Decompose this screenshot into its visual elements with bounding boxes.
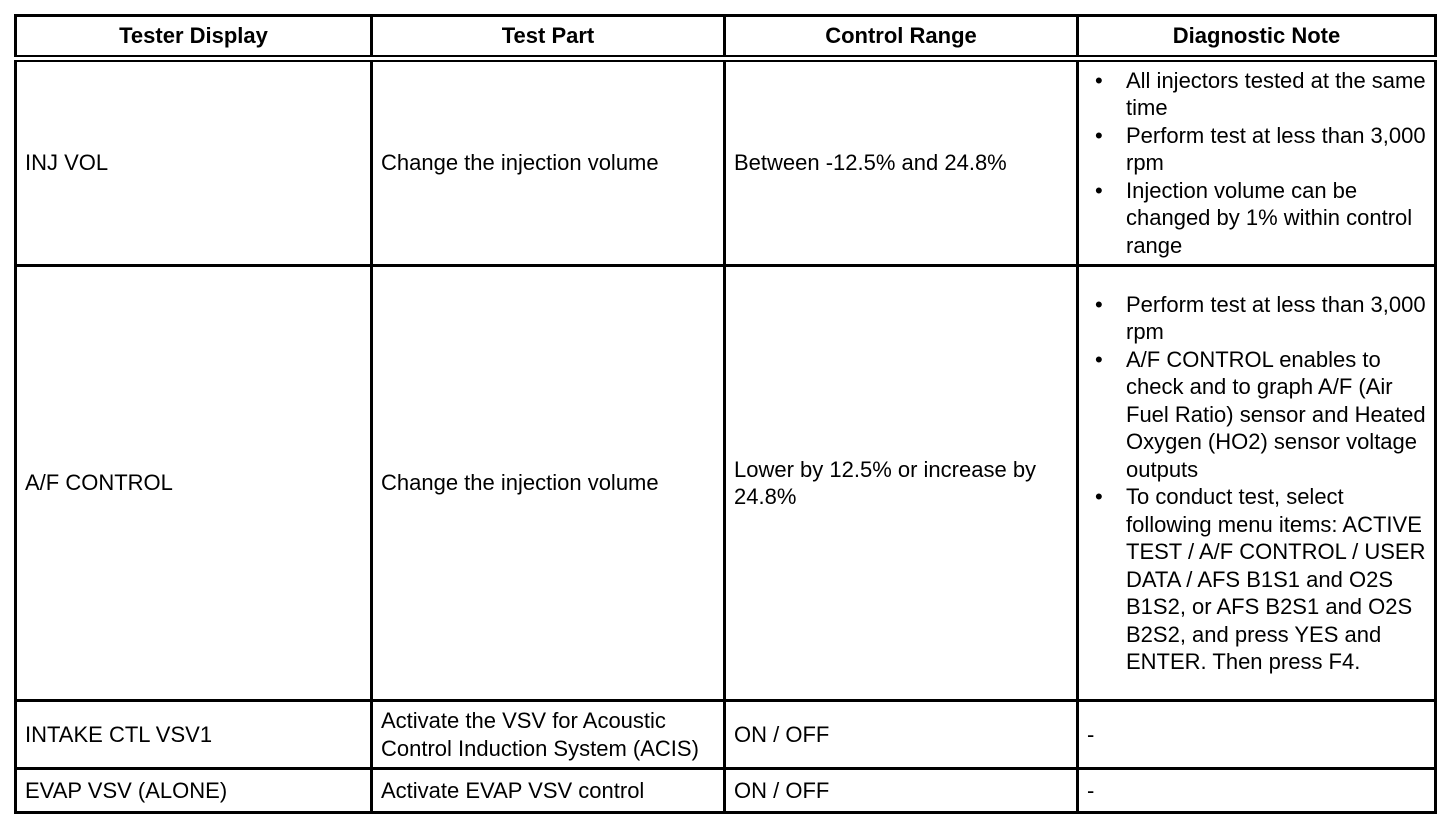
- note-item: A/F CONTROL enables to check and to grap…: [1087, 346, 1426, 484]
- column-header-control-range: Control Range: [723, 14, 1079, 62]
- cell-control-range: ON / OFF: [723, 767, 1079, 814]
- note-item: Perform test at less than 3,000 rpm: [1087, 291, 1426, 346]
- active-test-table: Tester Display Test Part Control Range D…: [14, 14, 1437, 814]
- note-item: All injectors tested at the same time: [1087, 67, 1426, 122]
- cell-control-range: Between -12.5% and 24.8%: [723, 57, 1079, 267]
- cell-tester-display: INTAKE CTL VSV1: [14, 699, 373, 770]
- cell-control-range: Lower by 12.5% or increase by 24.8%: [723, 264, 1079, 702]
- note-item: To conduct test, select following menu i…: [1087, 483, 1426, 676]
- note-item: Perform test at less than 3,000 rpm: [1087, 122, 1426, 177]
- table-row-inj-vol: INJ VOL Change the injection volume Betw…: [14, 57, 1437, 267]
- cell-diagnostic-note: -: [1076, 767, 1437, 814]
- cell-tester-display: INJ VOL: [14, 57, 373, 267]
- cell-test-part: Activate EVAP VSV control: [370, 767, 726, 814]
- note-item: Injection volume can be changed by 1% wi…: [1087, 177, 1426, 260]
- table-row-intake-ctl-vsv1: INTAKE CTL VSV1 Activate the VSV for Aco…: [14, 699, 1437, 770]
- cell-control-range: ON / OFF: [723, 699, 1079, 770]
- cell-test-part: Change the injection volume: [370, 264, 726, 702]
- table-row-evap-vsv: EVAP VSV (ALONE) Activate EVAP VSV contr…: [14, 767, 1437, 814]
- diagnostic-note-list: All injectors tested at the same time Pe…: [1087, 67, 1426, 260]
- cell-diagnostic-note: All injectors tested at the same time Pe…: [1076, 57, 1437, 267]
- diagnostic-note-list: Perform test at less than 3,000 rpm A/F …: [1087, 291, 1426, 676]
- column-header-test-part: Test Part: [370, 14, 726, 62]
- cell-diagnostic-note: Perform test at less than 3,000 rpm A/F …: [1076, 264, 1437, 702]
- header-row: Tester Display Test Part Control Range D…: [14, 14, 1437, 62]
- cell-test-part: Activate the VSV for Acoustic Control In…: [370, 699, 726, 770]
- cell-tester-display: EVAP VSV (ALONE): [14, 767, 373, 814]
- column-header-tester-display: Tester Display: [14, 14, 373, 62]
- table-row-af-control: A/F CONTROL Change the injection volume …: [14, 264, 1437, 702]
- cell-test-part: Change the injection volume: [370, 57, 726, 267]
- cell-diagnostic-note: -: [1076, 699, 1437, 770]
- column-header-diagnostic-note: Diagnostic Note: [1076, 14, 1437, 62]
- cell-tester-display: A/F CONTROL: [14, 264, 373, 702]
